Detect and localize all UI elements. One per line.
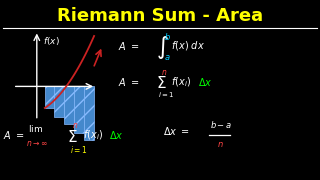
Bar: [54, 86, 64, 117]
Text: $f(x_i)$: $f(x_i)$: [171, 75, 191, 89]
Text: $f(x)$: $f(x)$: [43, 35, 60, 47]
Text: $\Sigma$: $\Sigma$: [156, 75, 167, 91]
Text: $\lim$: $\lim$: [28, 123, 43, 134]
Text: $f(x_i)$: $f(x_i)$: [83, 128, 103, 142]
Text: $n \to \infty$: $n \to \infty$: [26, 140, 47, 148]
Text: $\int$: $\int$: [156, 34, 169, 61]
Bar: [84, 86, 94, 140]
Text: $A\ =\ $: $A\ =\ $: [3, 129, 25, 141]
Text: $\Delta x\ =\ $: $\Delta x\ =\ $: [163, 125, 190, 137]
Bar: [74, 86, 84, 133]
Bar: [45, 86, 55, 108]
Text: $n$: $n$: [72, 122, 79, 130]
Text: Riemann Sum - Area: Riemann Sum - Area: [57, 7, 263, 25]
Text: $f(x)\ dx$: $f(x)\ dx$: [171, 39, 205, 52]
Text: $\Delta x$: $\Delta x$: [198, 76, 213, 88]
Text: $b$: $b$: [164, 31, 172, 42]
Text: $\Delta x$: $\Delta x$: [109, 129, 124, 141]
Text: $n$: $n$: [161, 68, 167, 76]
Text: $i=1$: $i=1$: [158, 90, 175, 99]
Text: $a$: $a$: [164, 53, 171, 62]
Text: $A\ =\ $: $A\ =\ $: [118, 40, 140, 52]
Text: $A\ =\ $: $A\ =\ $: [118, 76, 140, 88]
Text: $n$: $n$: [217, 140, 224, 149]
Text: $i=1$: $i=1$: [70, 143, 87, 155]
Text: $\Sigma$: $\Sigma$: [67, 129, 78, 145]
Bar: [64, 86, 74, 124]
Text: $b-a$: $b-a$: [210, 119, 232, 130]
